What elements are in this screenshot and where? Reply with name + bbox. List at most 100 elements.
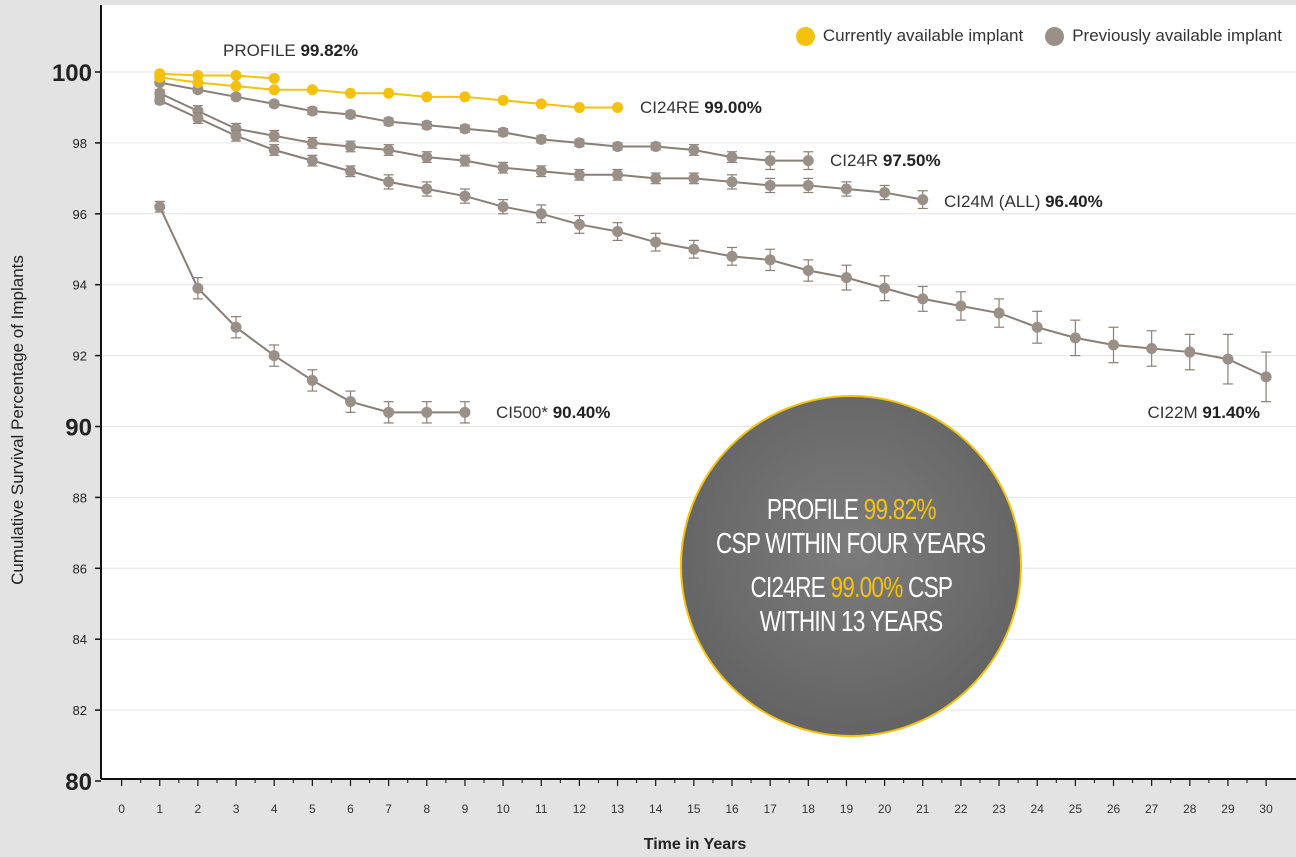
data-point-ci500 (268, 350, 280, 362)
x-tick-label: 5 (309, 802, 316, 816)
y-tick-label: 92 (73, 349, 87, 364)
data-point-ci22m (154, 94, 166, 106)
y-tick-label: 90 (65, 415, 92, 442)
x-tick-label: 2 (195, 802, 202, 816)
data-point-ci24r (421, 119, 433, 131)
y-tick-label: 80 (65, 769, 92, 796)
callout-ci24re-label: CI24RE (750, 572, 831, 604)
data-point-ci24r (802, 155, 814, 167)
x-tick-label: 8 (423, 802, 430, 816)
data-point-ci24r (726, 151, 738, 163)
callout-profile-label: PROFILE (766, 494, 864, 526)
data-point-ci24re (268, 84, 280, 96)
data-point-ci24r (764, 155, 776, 167)
data-point-ci22m (1069, 332, 1081, 344)
y-tick-label: 82 (73, 703, 87, 718)
data-point-ci22m (688, 243, 700, 255)
data-point-ci22m (573, 218, 585, 230)
x-tick-label: 9 (462, 802, 469, 816)
data-point-ci22m (230, 130, 242, 142)
data-point-ci24r (573, 137, 585, 149)
data-point-ci24re (535, 98, 547, 110)
data-point-ci24r (345, 109, 356, 121)
data-point-ci24r (459, 123, 471, 135)
data-point-ci24m-all (726, 176, 738, 188)
data-point-ci24r (268, 98, 280, 110)
x-tick-label: 23 (992, 802, 1006, 816)
y-tick-label: 84 (73, 632, 87, 647)
x-tick-label: 22 (954, 802, 968, 816)
data-point-profile (268, 72, 280, 84)
data-point-ci22m (306, 155, 318, 167)
x-tick-label: 11 (535, 802, 548, 816)
data-point-ci24m-all (535, 165, 547, 177)
x-tick-label: 30 (1259, 802, 1273, 816)
chart-legend: Currently available implant Previously a… (795, 26, 1282, 46)
y-tick-label: 88 (73, 490, 87, 505)
callout-ci24re-suffix: CSP (902, 572, 953, 604)
legend-swatch-previous (1045, 26, 1065, 46)
data-point-ci500 (459, 406, 471, 418)
series-label-profile: PROFILE 99.82% (223, 41, 358, 60)
callout-bubble: PROFILE 99.82% CSP WITHIN FOUR YEARS CI2… (680, 395, 1022, 737)
x-tick-label: 16 (725, 802, 739, 816)
callout-line-1: PROFILE 99.82% (766, 493, 937, 527)
x-tick-label: 4 (271, 802, 278, 816)
x-tick-label: 29 (1221, 802, 1235, 816)
x-tick-label: 14 (649, 802, 663, 816)
data-point-ci24re (154, 71, 166, 83)
data-point-ci22m (726, 250, 738, 262)
data-point-ci22m (917, 293, 929, 305)
data-point-ci22m (383, 176, 395, 188)
data-point-ci22m (421, 183, 433, 195)
x-tick-label: 17 (763, 802, 777, 816)
data-point-ci24re (459, 91, 471, 103)
data-point-ci24m-all (345, 140, 356, 152)
series-line-profile (159, 72, 275, 80)
series-label-ci22m: CI22M 91.40% (1148, 403, 1260, 422)
data-point-ci22m (268, 144, 280, 156)
data-point-ci24r (612, 140, 624, 152)
data-point-ci22m (879, 282, 891, 294)
x-tick-label: 7 (385, 802, 392, 816)
legend-item-previous: Previously available implant (1045, 26, 1282, 46)
x-tick-label: 15 (687, 802, 701, 816)
x-tick-label: 1 (156, 802, 163, 816)
data-point-ci22m (1184, 346, 1196, 358)
data-point-ci22m (1031, 321, 1043, 333)
x-tick-label: 13 (611, 802, 625, 816)
data-point-ci22m (497, 201, 509, 213)
data-point-ci22m (1260, 371, 1272, 383)
data-point-ci22m (1222, 353, 1234, 365)
data-point-ci22m (650, 236, 662, 248)
data-point-ci22m (802, 265, 814, 277)
data-point-ci24re (573, 101, 585, 113)
x-tick-label: 19 (840, 802, 854, 816)
data-point-ci24r (230, 91, 242, 103)
data-point-ci22m (840, 272, 852, 284)
data-point-ci22m (993, 307, 1005, 319)
x-tick-label: 6 (347, 802, 354, 816)
data-point-ci22m (1146, 343, 1158, 355)
x-tick-label: 25 (1069, 802, 1083, 816)
x-tick-label: 20 (878, 802, 892, 816)
data-point-ci22m (459, 190, 471, 202)
data-point-ci24re (383, 87, 395, 99)
series-line-ci22m (159, 99, 1267, 378)
data-point-ci22m (535, 208, 547, 220)
x-tick-label: 18 (802, 802, 816, 816)
data-point-ci24m-all (917, 194, 929, 206)
x-tick-label: 24 (1031, 802, 1045, 816)
data-point-ci24m-all (573, 169, 585, 181)
data-point-ci24r (306, 105, 318, 117)
data-point-ci22m (192, 112, 204, 124)
x-tick-label: 3 (233, 802, 240, 816)
data-point-ci24re (497, 94, 509, 106)
data-point-ci22m (1108, 339, 1119, 351)
data-point-ci24m-all (840, 183, 852, 195)
data-point-ci24m-all (612, 169, 624, 181)
callout-profile-value: 99.82% (863, 494, 936, 526)
plot-area (101, 5, 1296, 779)
x-tick-label: 27 (1145, 802, 1159, 816)
data-point-ci22m (955, 300, 967, 312)
